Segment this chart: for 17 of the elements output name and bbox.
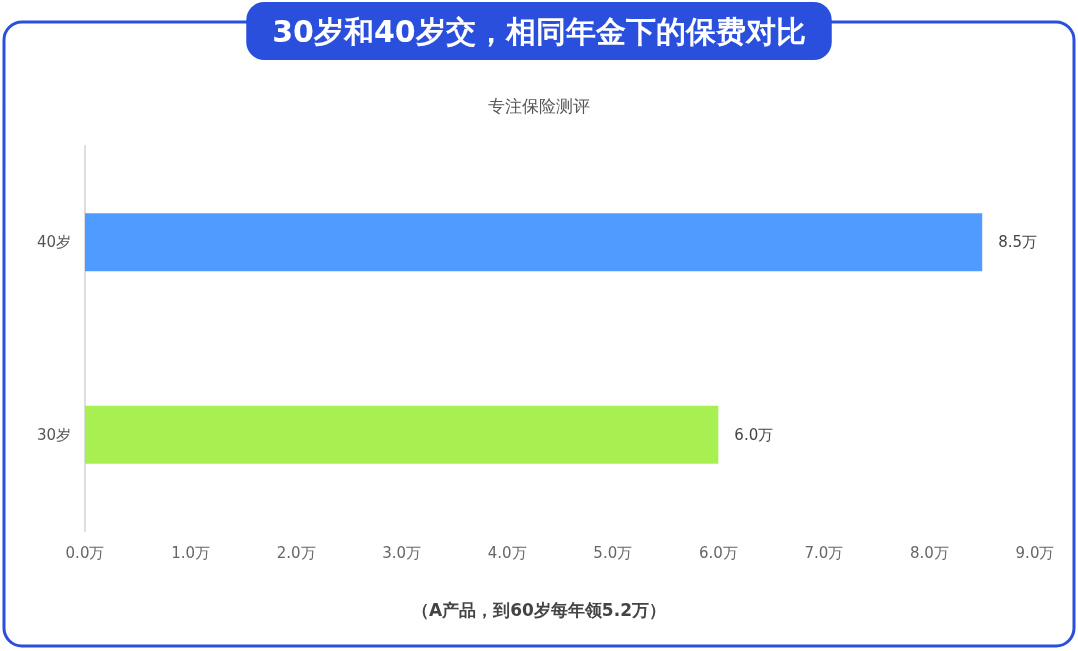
x-tick-label: 2.0万 — [276, 543, 316, 562]
data-label: 8.5万 — [998, 233, 1038, 252]
data-label: 6.0万 — [734, 425, 774, 444]
text: （A产品，到60岁每年领5.2万） — [412, 599, 666, 620]
y-tick-label: 30岁 — [36, 425, 71, 444]
x-tick-label: 4.0万 — [487, 543, 527, 562]
chart-title: 30岁和40岁交，相同年金下的保费对比 — [272, 13, 806, 49]
x-tick-label: 9.0万 — [1015, 543, 1055, 562]
x-tick-label: 1.0万 — [171, 543, 210, 562]
y-tick-label: 40岁 — [36, 233, 71, 252]
x-tick-label: 0.0万 — [65, 543, 105, 562]
x-tick-label: 5.0万 — [593, 543, 633, 562]
chart-subtitle: 专注保险测评 — [488, 95, 590, 116]
x-tick-label: 3.0万 — [382, 543, 422, 562]
x-tick-label: 8.0万 — [910, 543, 949, 562]
x-tick-label: 6.0万 — [698, 543, 738, 562]
x-tick-label: 7.0万 — [804, 543, 844, 562]
